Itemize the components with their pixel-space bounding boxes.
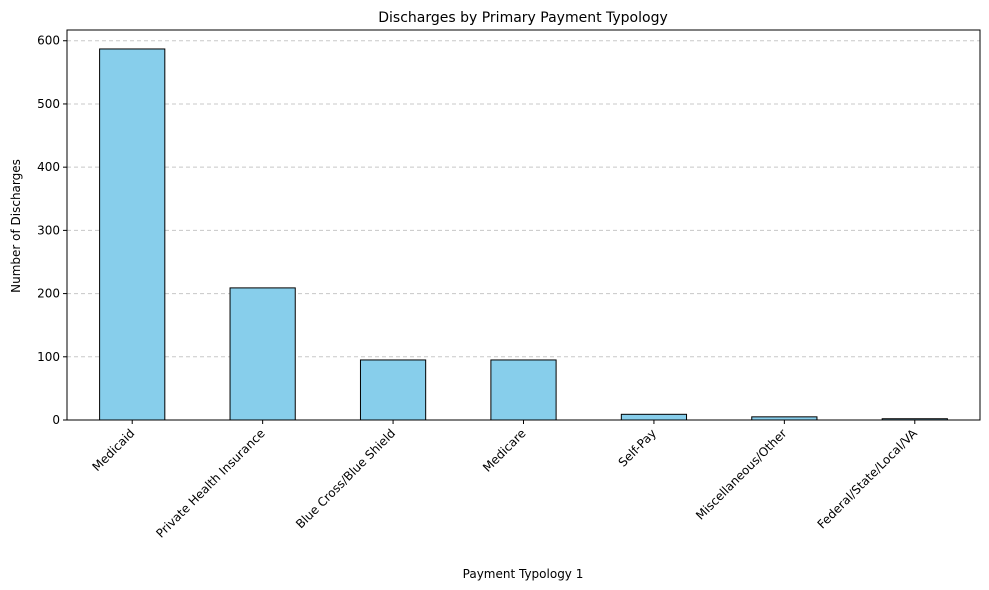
x-tick-label: Private Health Insurance	[153, 426, 267, 540]
y-tick-label: 0	[52, 413, 60, 427]
bars	[99, 48, 948, 421]
x-axis: Medicaid Private Health Insurance Blue Cro…	[90, 420, 921, 541]
x-tick-label: Federal/State/Local/VA	[815, 426, 921, 532]
y-axis: 0 100 200 300 400 500 600	[37, 34, 67, 427]
bar-1	[99, 48, 166, 421]
bar-2	[229, 287, 296, 421]
y-tick-label: 300	[37, 223, 60, 237]
grid-lines	[67, 40, 980, 358]
y-tick-label: 400	[37, 160, 60, 174]
bar-3	[359, 359, 427, 421]
y-tick-label: 200	[37, 287, 60, 301]
x-tick-label: Medicare	[480, 426, 529, 475]
x-tick-label: Miscellaneous/Other	[693, 426, 789, 522]
y-tick-label: 500	[37, 97, 60, 111]
y-axis-title: Number of Discharges	[9, 159, 23, 293]
y-tick-label: 100	[37, 350, 60, 364]
x-tick-label: Self-Pay	[616, 426, 659, 469]
x-tick-label: Blue Cross/Blue Shield	[293, 426, 398, 531]
bar-5	[620, 413, 688, 421]
chart-title: Discharges by Primary Payment Typology	[378, 10, 668, 26]
x-axis-title: Payment Typology 1	[463, 567, 584, 581]
bar-4	[490, 359, 557, 421]
x-tick-label: Medicaid	[90, 426, 138, 474]
y-tick-label: 600	[37, 34, 60, 48]
